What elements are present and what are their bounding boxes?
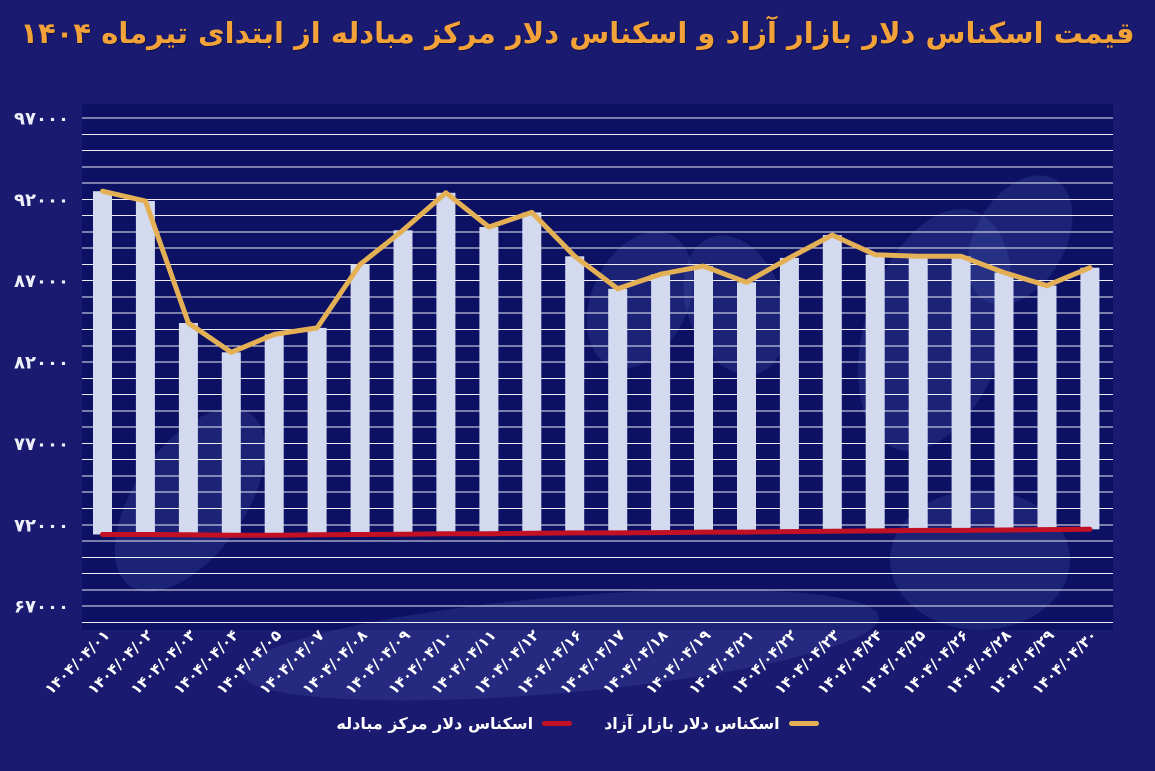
bar (565, 256, 585, 533)
bar (178, 323, 198, 535)
y-axis-label: ۸۷۰۰۰ (14, 271, 69, 292)
watermark-shape (967, 175, 1073, 305)
legend-item-mobadele: اسکناس دلار مرکز مبادله (336, 714, 573, 733)
bar (908, 256, 928, 531)
bar (608, 288, 628, 533)
mobadele-line (100, 526, 1093, 538)
y-axis-label: ۷۷۰۰۰ (14, 434, 69, 455)
y-axis-label: ۸۲۰۰۰ (14, 353, 69, 374)
bar (479, 227, 499, 534)
y-axis-label: ۹۲۰۰۰ (14, 190, 69, 211)
mobadele-line-swatch (542, 721, 573, 726)
chart-legend: اسکناس دلار بازار آزاد اسکناس دلار مرکز … (0, 714, 1155, 733)
bar (779, 257, 799, 532)
azad-line-label: اسکناس دلار بازار آزاد (604, 714, 780, 733)
azad-line (100, 188, 1093, 355)
plot-area (82, 104, 1113, 630)
bar (822, 235, 842, 532)
bar (694, 266, 713, 533)
bar (93, 191, 112, 535)
bar (135, 201, 155, 535)
y-axis-label: ۹۷۰۰۰ (14, 109, 69, 130)
bar (994, 272, 1014, 530)
bar (522, 212, 542, 534)
bar (1037, 285, 1057, 530)
y-axis-label: ۶۷۰۰۰ (14, 597, 69, 618)
watermark-shape (241, 589, 879, 701)
legend-item-azad: اسکناس دلار بازار آزاد (604, 714, 819, 733)
bar (865, 254, 885, 531)
bar (1080, 267, 1100, 530)
bar (651, 274, 671, 533)
bar (737, 282, 756, 532)
bar (951, 256, 971, 531)
azad-line-swatch (788, 721, 819, 726)
bar (436, 192, 456, 534)
mobadele-line-label: اسکناس دلار مرکز مبادله (336, 714, 534, 733)
chart-title: قیمت اسکناس دلار بازار آزاد و اسکناس دلا… (20, 16, 1135, 50)
y-axis-label: ۷۲۰۰۰ (14, 515, 69, 536)
bar (350, 264, 370, 535)
bar (393, 230, 413, 535)
bar (307, 327, 327, 535)
bar (264, 334, 284, 536)
bar (221, 352, 241, 536)
